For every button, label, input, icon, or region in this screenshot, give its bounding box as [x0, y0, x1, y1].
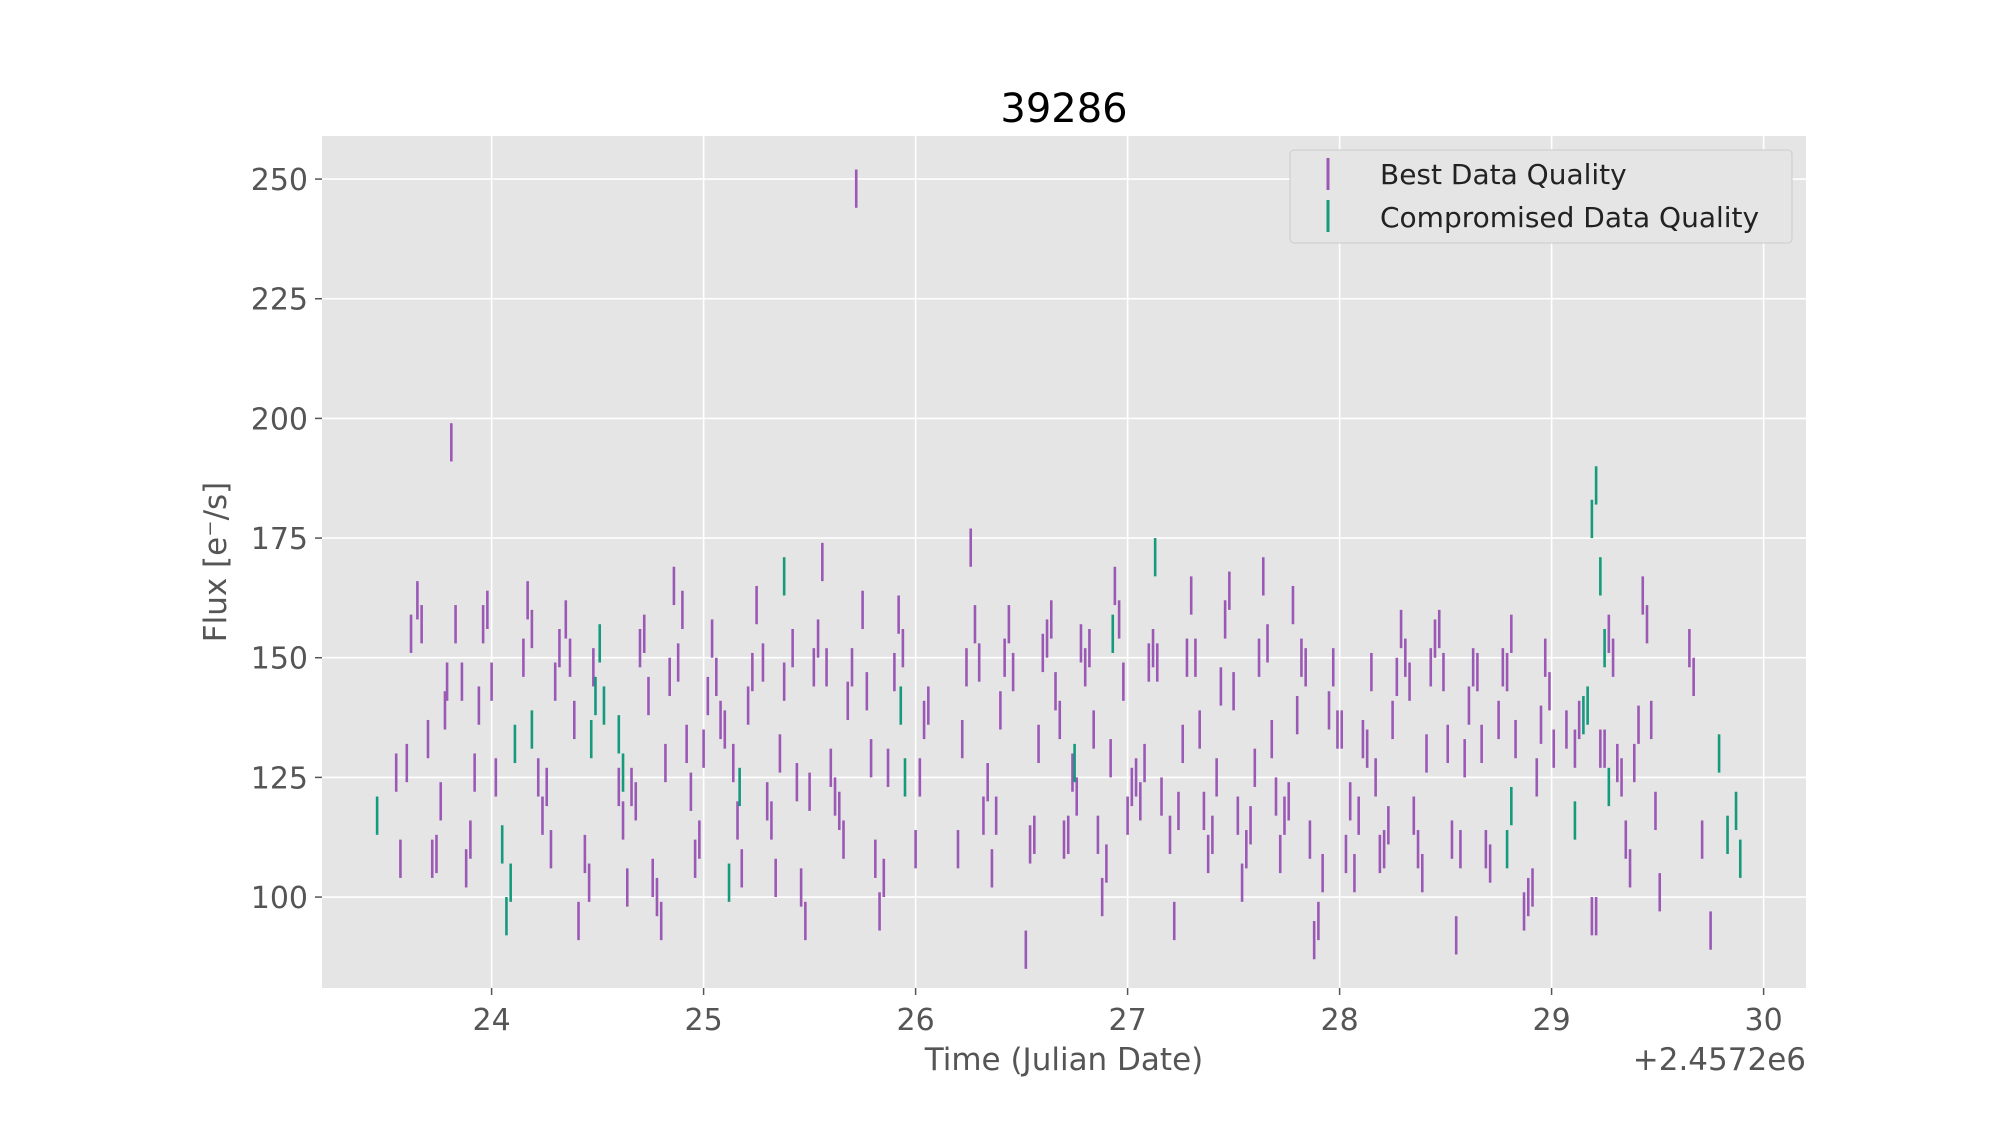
legend-label-best: Best Data Quality — [1380, 158, 1627, 191]
legend-box — [1289, 149, 1793, 244]
chart-title: 39286 — [1000, 86, 1127, 132]
legend: Best Data Quality Compromised Data Quali… — [1289, 149, 1793, 244]
x-tick-label: 27 — [1109, 1003, 1147, 1038]
x-offset-label: +2.4572e6 — [1633, 1042, 1806, 1078]
plot-area — [322, 136, 1806, 988]
y-tick-label: 225 — [251, 283, 308, 318]
y-tick-label: 175 — [251, 522, 308, 557]
y-tick-label: 125 — [251, 761, 308, 796]
x-tick-label: 30 — [1745, 1003, 1783, 1038]
y-tick-label: 200 — [251, 402, 308, 437]
x-tick-label: 25 — [685, 1003, 723, 1038]
x-tick-label: 26 — [897, 1003, 935, 1038]
y-tick-label: 150 — [251, 642, 308, 677]
y-tick-label: 100 — [251, 881, 308, 916]
x-axis-ticks: 24 25 26 27 28 29 30 — [473, 988, 1783, 1038]
x-tick-label: 28 — [1321, 1003, 1359, 1038]
y-axis-label: Flux [e⁻/s] — [198, 482, 234, 643]
y-axis-ticks: 100 125 150 175 200 225 250 — [251, 163, 322, 916]
x-tick-label: 29 — [1533, 1003, 1571, 1038]
y-tick-label: 250 — [251, 163, 308, 198]
legend-label-compromised: Compromised Data Quality — [1380, 201, 1759, 234]
x-tick-label: 24 — [473, 1003, 511, 1038]
data-points — [375, 169, 1742, 969]
x-axis-label: Time (Julian Date) — [924, 1042, 1204, 1078]
